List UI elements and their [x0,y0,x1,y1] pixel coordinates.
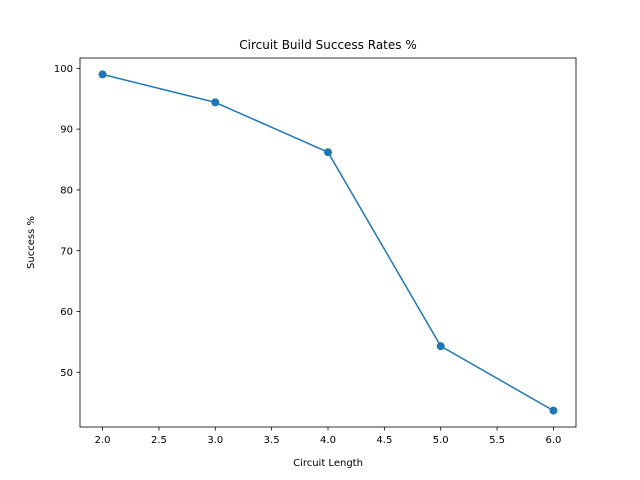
x-tick-label: 2.5 [151,435,167,446]
y-tick-label: 80 [60,186,73,197]
data-point [98,70,107,79]
series-layer [98,70,558,415]
x-tick-label: 4.0 [320,435,336,446]
x-tick-label: 5.0 [433,435,449,446]
data-point [211,98,220,107]
data-point [549,406,558,415]
y-tick-label: 100 [54,64,73,75]
x-tick-label: 3.5 [264,435,280,446]
x-tick-label: 3.0 [207,435,223,446]
y-tick-label: 90 [60,125,73,136]
x-tick-label: 2.0 [95,435,111,446]
y-tick-label: 70 [60,246,73,257]
plot-area [80,58,576,427]
y-tick-label: 60 [60,307,73,318]
data-point [436,342,445,351]
y-axis-label: Success % [26,216,37,269]
y-tick-label: 50 [60,368,73,379]
x-axis-label: Circuit Length [293,458,363,469]
x-tick-label: 5.5 [489,435,505,446]
plot-frame [79,57,577,428]
x-tick-label: 4.5 [376,435,392,446]
x-axis-ticks: 2.0 2.5 3.0 3.5 4.0 4.5 5.0 5.5 6.0 [95,427,562,446]
data-point [324,148,332,157]
chart-title: Circuit Build Success Rates % [239,38,416,52]
x-tick-label: 6.0 [546,435,562,446]
y-axis-ticks: 50 60 70 80 90 100 [54,64,80,379]
